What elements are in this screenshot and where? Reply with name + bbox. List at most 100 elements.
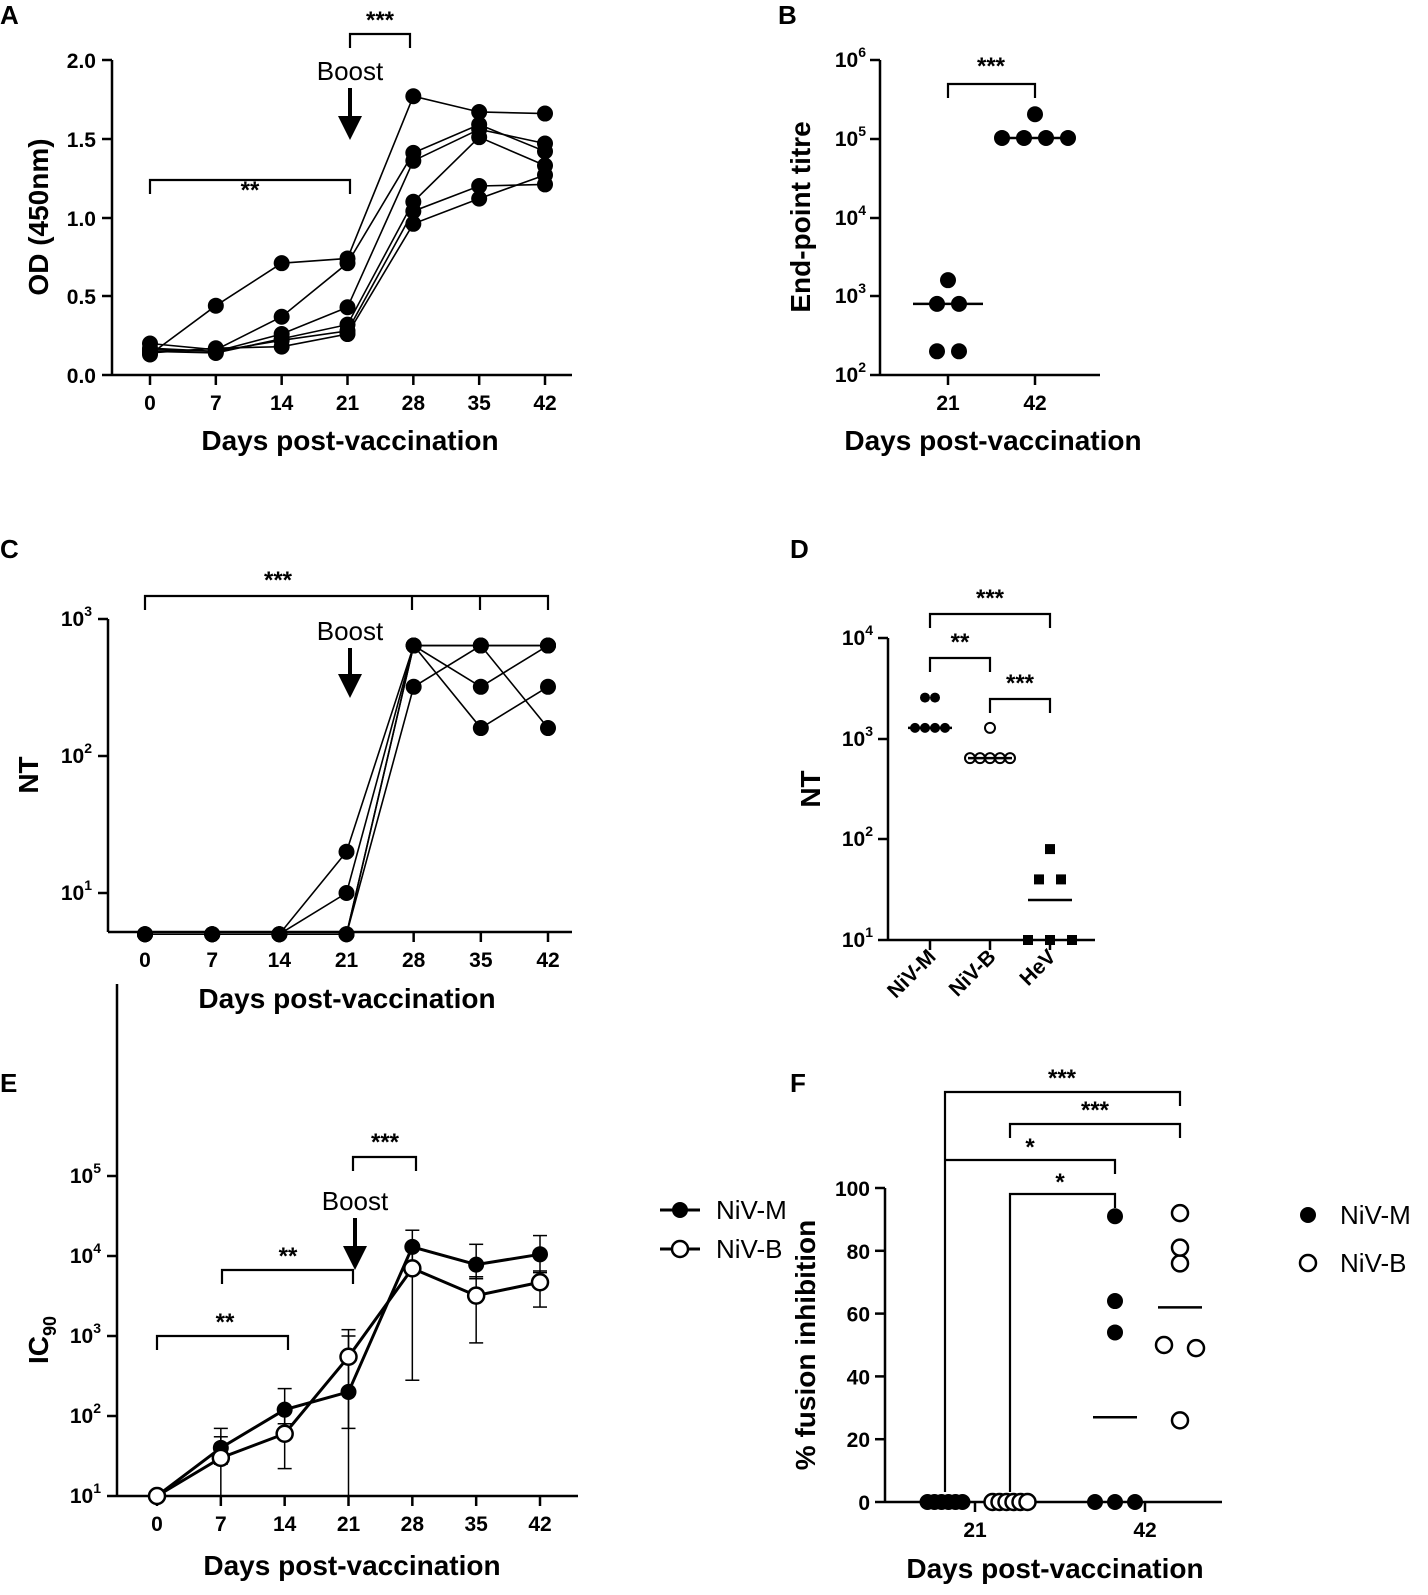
b-x-tick-label: 42 — [1023, 392, 1046, 415]
a-y-tick-label: 0.0 — [67, 365, 96, 388]
f-sig-bracket — [1008, 1192, 1117, 1492]
c-data-series — [137, 637, 556, 943]
legend-open-circle-icon — [1298, 1253, 1318, 1273]
f-data-point — [1107, 1324, 1123, 1341]
d-data-point — [1045, 935, 1055, 945]
a-series-line — [149, 123, 546, 351]
f-data-points — [919, 1203, 1206, 1512]
c-data-point — [338, 843, 355, 860]
f-data-point — [1170, 1203, 1190, 1223]
c-sig-bracket — [143, 594, 550, 610]
e-x-ticks: 0 7 14 21 28 35 42 — [151, 1496, 552, 1536]
b-y-tick-label: 106 — [835, 44, 866, 72]
a-boost-label: Boost — [317, 56, 384, 86]
e-x-tick-label: 28 — [401, 1513, 425, 1536]
a-data-point — [339, 326, 356, 343]
d-data-point — [930, 692, 940, 703]
e-data-point — [403, 1259, 422, 1278]
f-y-tick-label: 100 — [835, 1178, 870, 1201]
panel-c: C 103 102 101 0 7 14 21 28 35 42 Days post-vac… — [0, 534, 572, 1014]
e-y-axis-title: IC90 — [23, 1316, 60, 1364]
d-data-point — [1023, 935, 1033, 945]
b-data-point — [929, 343, 945, 360]
panel-f: F 0 20 40 60 80 100 21 42 Days post-vaccinati… — [790, 1065, 1411, 1584]
d-x-tick-label: NiV-M — [883, 945, 941, 1003]
a-data-point — [471, 178, 488, 194]
legend-filled-circle-icon — [1300, 1207, 1316, 1223]
a-data-point — [339, 255, 356, 272]
d-data-point — [1056, 874, 1066, 885]
f-data-point — [1107, 1208, 1123, 1225]
f-x-tick-label: 42 — [1133, 1519, 1156, 1542]
d-y-axis-title: NT — [795, 770, 826, 807]
f-sig-bracket — [1008, 1122, 1182, 1138]
e-x-tick-label: 0 — [151, 1513, 163, 1536]
f-legend: NiV-M NiV-B — [1298, 1200, 1411, 1278]
e-data-point — [532, 1246, 548, 1263]
a-sig-bracket-0-21 — [148, 178, 352, 194]
d-data-point — [984, 721, 996, 734]
c-data-point — [472, 720, 489, 737]
c-x-tick-label: 21 — [335, 949, 359, 972]
f-y-ticks: 0 20 40 60 80 100 — [835, 1178, 885, 1515]
a-x-tick-label: 14 — [270, 392, 294, 415]
c-y-ticks: 103 102 101 — [61, 603, 108, 905]
a-data-point — [537, 135, 553, 152]
a-data-point — [273, 308, 290, 325]
d-sig-bracket — [988, 697, 1052, 713]
c-boost-label: Boost — [317, 616, 384, 646]
a-data-point — [471, 129, 488, 146]
d-sig-label: *** — [976, 585, 1005, 612]
e-data-point — [147, 1486, 167, 1506]
f-y-tick-label: 60 — [847, 1304, 870, 1327]
c-data-point — [338, 885, 355, 901]
a-x-tick-label: 35 — [467, 392, 491, 415]
c-data-point — [472, 678, 489, 695]
e-y-tick-label: 103 — [70, 1320, 101, 1348]
e-y-tick-label: 105 — [70, 1160, 101, 1188]
a-x-tick-label: 28 — [402, 392, 426, 415]
f-y-tick-label: 40 — [847, 1366, 870, 1389]
b-y-tick-label: 103 — [835, 280, 866, 308]
d-data-point — [920, 692, 930, 703]
c-x-axis-title: Days post-vaccination — [198, 983, 495, 1014]
f-sig-label: * — [1025, 1134, 1035, 1161]
e-x-tick-label: 14 — [273, 1513, 297, 1536]
e-y-tick-label: 104 — [70, 1240, 101, 1268]
c-x-tick-label: 35 — [469, 949, 493, 972]
e-data-point — [211, 1448, 231, 1468]
e-data-point — [404, 1238, 421, 1255]
c-x-tick-label: 0 — [139, 949, 151, 972]
panel-label-a: A — [0, 0, 19, 30]
d-y-ticks: 104 103 102 101 — [842, 622, 888, 952]
f-data-point — [1107, 1293, 1123, 1310]
c-y-axis-title: NT — [13, 756, 44, 793]
e-data-point — [339, 1347, 358, 1367]
f-data-point — [1170, 1238, 1190, 1257]
c-sig-label: *** — [264, 567, 293, 594]
e-x-tick-label: 21 — [337, 1513, 361, 1536]
legend-open-circle-icon — [670, 1239, 690, 1259]
f-data-point — [954, 1494, 971, 1510]
f-data-point — [1018, 1492, 1037, 1512]
a-y-tick-label: 0.5 — [67, 286, 97, 309]
e-x-tick-label: 42 — [528, 1513, 551, 1536]
c-y-tick-label: 101 — [61, 877, 92, 905]
e-y-tick-label: 101 — [70, 1480, 101, 1508]
e-boost-label: Boost — [322, 1186, 389, 1216]
e-legend-label: NiV-M — [716, 1195, 787, 1225]
c-data-point — [540, 720, 556, 737]
e-data-point — [340, 1383, 357, 1400]
e-x-tick-label: 7 — [215, 1513, 227, 1536]
a-x-axis-title: Days post-vaccination — [201, 425, 498, 456]
a-x-tick-label: 21 — [336, 392, 360, 415]
d-sig-bracket — [928, 656, 992, 672]
d-x-tick-label: NiV-B — [945, 945, 1001, 1001]
c-y-tick-label: 103 — [61, 603, 92, 631]
e-data-point — [466, 1286, 486, 1305]
a-data-point — [142, 344, 158, 361]
panel-label-b: B — [778, 0, 797, 30]
f-data-point — [1170, 1254, 1190, 1273]
a-data-point — [405, 152, 422, 169]
b-sig-bracket — [946, 82, 1037, 98]
